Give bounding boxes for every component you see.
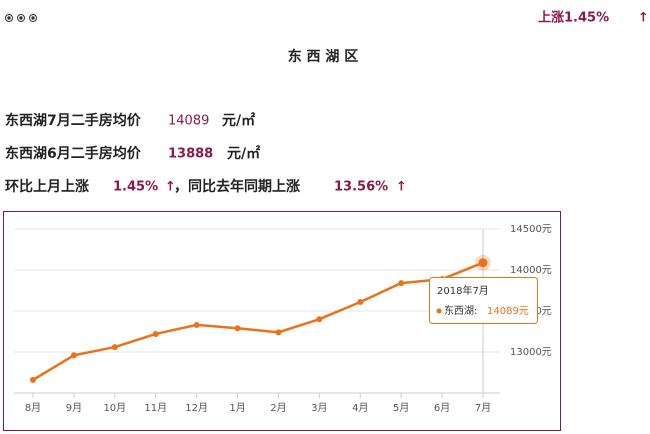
arrow: ↑ bbox=[165, 180, 176, 195]
x-tick-label: 7月 bbox=[475, 402, 491, 414]
point bbox=[478, 258, 488, 268]
label: 环比上月上涨 bbox=[5, 178, 89, 195]
x-tick-label: 12月 bbox=[185, 402, 208, 414]
x-tick-label: 11月 bbox=[144, 402, 167, 414]
point bbox=[234, 325, 241, 332]
point bbox=[152, 330, 159, 337]
x-tick-label: 5月 bbox=[393, 402, 409, 414]
y-tick-label: 13000元 bbox=[510, 347, 552, 358]
price: 13888 bbox=[168, 147, 213, 162]
arrow: ↑ bbox=[396, 180, 407, 195]
series-line bbox=[32, 261, 484, 381]
y-tick-label: 14500元 bbox=[510, 224, 552, 235]
label: 东西湖6月二手房均价 bbox=[5, 145, 142, 162]
x-tick-label: 4月 bbox=[352, 402, 368, 414]
point bbox=[398, 280, 405, 287]
point bbox=[357, 298, 364, 305]
x-tick-label: 8月 bbox=[25, 402, 41, 414]
label: 东西湖7月二手房均价 bbox=[5, 112, 142, 129]
unit: 元/㎡ bbox=[222, 112, 255, 129]
x-tick-label: 6月 bbox=[434, 402, 450, 414]
x-tick-label: 10月 bbox=[103, 402, 126, 414]
unit: 元/㎡ bbox=[227, 145, 260, 162]
point bbox=[316, 316, 323, 323]
tooltip-title: 2018年7月 bbox=[437, 284, 489, 297]
window-dots bbox=[5, 14, 37, 22]
yoy-value: 13.56% bbox=[334, 180, 388, 195]
x-tick-label: 2月 bbox=[270, 402, 286, 414]
x-tick-label: 9月 bbox=[66, 402, 82, 414]
point bbox=[275, 329, 282, 336]
chart: 13000元13500元14000元14500元8月9月10月11月12月1月2… bbox=[14, 224, 552, 414]
label: ，同比去年同期上涨 bbox=[174, 178, 300, 195]
x-tick-label: 1月 bbox=[229, 402, 245, 414]
tooltip-value: 14089元 bbox=[487, 306, 529, 317]
title: 东 西 湖 区 bbox=[288, 48, 359, 65]
x-tick-label: 3月 bbox=[311, 402, 327, 414]
point bbox=[193, 321, 200, 328]
change-text: 上涨1.45% bbox=[538, 11, 609, 26]
price: 14089 bbox=[168, 114, 209, 129]
point bbox=[30, 376, 36, 383]
point bbox=[111, 344, 118, 351]
tooltip-dot bbox=[436, 308, 442, 314]
mom-value: 1.45% bbox=[113, 180, 158, 195]
tooltip-box bbox=[429, 277, 538, 324]
point bbox=[70, 352, 77, 359]
y-tick-label: 14000元 bbox=[510, 265, 552, 276]
arrow: ↑ bbox=[638, 11, 649, 26]
tooltip-series: 东西湖: bbox=[444, 304, 477, 317]
